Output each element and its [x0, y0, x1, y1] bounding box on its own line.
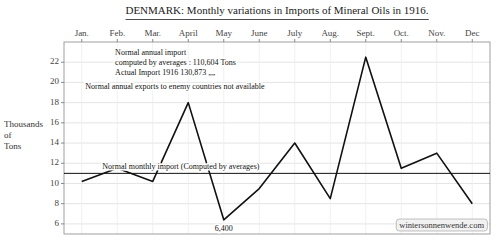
x-tick-label: Dec: [465, 28, 480, 38]
x-tick-label: Jan.: [75, 28, 89, 38]
x-tick: [330, 39, 331, 42]
y-tick: [61, 163, 64, 164]
x-tick: [81, 39, 82, 42]
x-tick: [117, 39, 118, 42]
y-tick: [61, 183, 64, 184]
y-axis-label: of: [4, 130, 12, 140]
y-grid-line: [64, 102, 490, 103]
x-tick-label: Feb.: [109, 28, 125, 38]
annotation: Normal annual import: [115, 48, 187, 57]
y-tick-label: 6: [55, 218, 60, 228]
annotation: Actual Import 1916 130,873 „„: [115, 68, 216, 77]
y-grid-line: [64, 122, 490, 123]
x-tick-label: Nov.: [428, 28, 445, 38]
x-tick-label: April: [179, 28, 198, 38]
y-tick-label: 18: [50, 97, 60, 107]
y-tick: [61, 203, 64, 204]
y-tick-label: 12: [50, 157, 59, 167]
x-grid-line: [365, 42, 366, 234]
title-underline: [125, 19, 428, 20]
x-tick-label: May: [216, 28, 233, 38]
x-grid-line: [436, 42, 437, 234]
x-grid-line: [401, 42, 402, 234]
x-grid-line: [294, 42, 295, 234]
x-grid-line: [472, 42, 473, 234]
y-grid-line: [64, 203, 490, 204]
y-tick: [61, 62, 64, 63]
reference-line-label: Normal monthly import (Computed by avera…: [102, 162, 259, 171]
x-tick: [152, 39, 153, 42]
x-tick: [436, 39, 437, 42]
x-tick-label: Mar.: [144, 28, 161, 38]
y-tick: [61, 122, 64, 123]
x-tick: [472, 39, 473, 42]
x-grid-line: [81, 42, 82, 234]
data-label: 6,400: [215, 224, 233, 233]
x-tick: [294, 39, 295, 42]
x-tick: [188, 39, 189, 42]
x-tick-label: June: [251, 28, 268, 38]
x-tick-label: July: [287, 28, 303, 38]
y-tick-label: 10: [50, 178, 60, 188]
y-tick-label: 14: [50, 137, 60, 147]
y-axis-label: Thousands: [4, 119, 43, 129]
y-axis-label: Tons: [4, 141, 22, 151]
annotation: Normal annual exports to enemy countries…: [85, 82, 265, 91]
chart: DENMARK: Monthly variations in Imports o…: [0, 0, 500, 243]
x-grid-line: [223, 42, 224, 234]
y-tick-label: 20: [50, 76, 60, 86]
x-grid-line: [330, 42, 331, 234]
y-tick: [61, 223, 64, 224]
y-tick-label: 22: [50, 56, 59, 66]
watermark-box: [396, 219, 487, 231]
x-grid-line: [259, 42, 260, 234]
x-tick: [401, 39, 402, 42]
y-tick-label: 8: [55, 198, 60, 208]
y-tick-label: 16: [50, 117, 60, 127]
x-tick: [259, 39, 260, 42]
x-tick-label: Aug.: [321, 28, 339, 38]
marks: [64, 57, 490, 220]
y-grid-line: [64, 183, 490, 184]
y-tick: [61, 143, 64, 144]
x-tick-label: Oct.: [394, 28, 409, 38]
watermark: wintersonnenwende.com: [399, 220, 484, 230]
x-tick-label: Sept.: [357, 28, 375, 38]
title: DENMARK: Monthly variations in Imports o…: [125, 4, 428, 16]
y-tick: [61, 82, 64, 83]
x-tick: [365, 39, 366, 42]
annotation: computed by averages : 110,604 Tons: [115, 58, 236, 67]
import-line: [82, 57, 473, 220]
y-grid-line: [64, 143, 490, 144]
grid: [64, 42, 490, 234]
plot-frame: [64, 42, 490, 234]
y-tick: [61, 102, 64, 103]
x-tick: [223, 39, 224, 42]
